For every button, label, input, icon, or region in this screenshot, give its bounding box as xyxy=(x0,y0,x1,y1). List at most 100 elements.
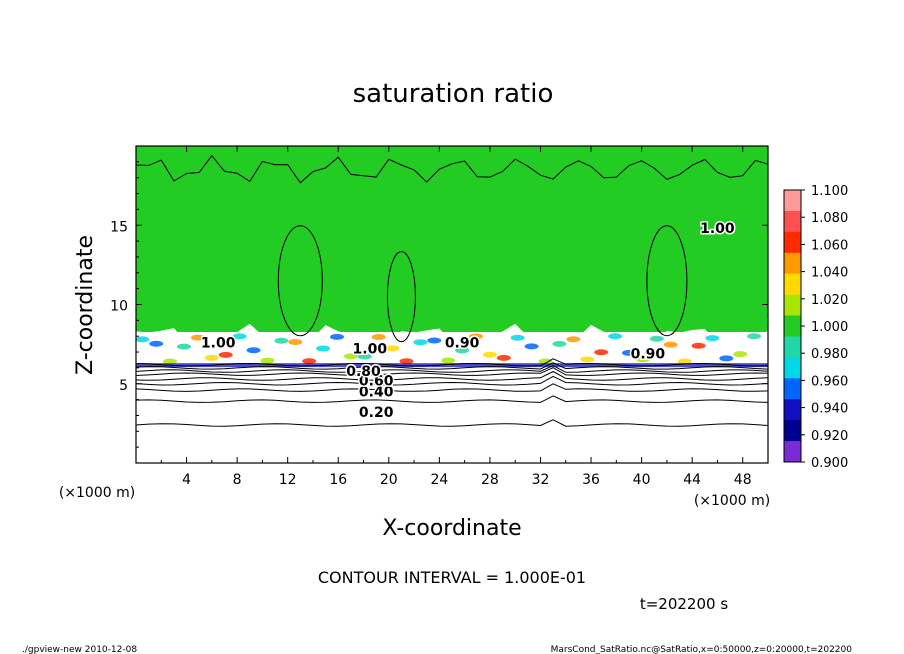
chart-title: saturation ratio xyxy=(353,79,554,109)
contour-line xyxy=(135,419,769,427)
x-tick-label: 20 xyxy=(380,472,398,488)
cloud-blob xyxy=(232,333,247,340)
x-tick-label: 8 xyxy=(233,472,242,488)
contour-line xyxy=(135,395,769,403)
x-tick-label: 36 xyxy=(582,472,600,488)
colorbar-swatch xyxy=(784,357,801,379)
contour-line xyxy=(135,367,769,376)
cloud-blob xyxy=(663,341,678,348)
cloud-blob xyxy=(677,358,692,365)
x-tick-label: 24 xyxy=(430,472,448,488)
cloud-blob xyxy=(469,333,483,340)
cloud-blob xyxy=(330,333,344,340)
contour-label: 0.90 xyxy=(631,346,666,362)
contour-label: 0.90 xyxy=(445,335,480,351)
colorbar-label: 0.980 xyxy=(811,347,848,362)
contour-label: 0.40 xyxy=(359,384,394,400)
contour-loop xyxy=(646,225,688,337)
x-tick-label: 40 xyxy=(633,472,651,488)
cloud-blob xyxy=(135,336,150,343)
colorbar-label: 1.100 xyxy=(811,184,848,199)
cloud-blob xyxy=(747,333,762,340)
cloud-blob xyxy=(163,358,178,365)
contour-label: 0.20 xyxy=(359,405,394,421)
cloud-blob xyxy=(218,351,233,358)
cloud-blob xyxy=(733,351,748,358)
y-axis: 5 10 15 xyxy=(110,161,768,448)
cloud-blob xyxy=(316,345,331,352)
cloud-blob xyxy=(357,353,372,360)
cloud-blob xyxy=(580,356,595,363)
colorbar: 1.100 1.080 1.060 1.040 1.020 1.000 0.980 0.960… xyxy=(783,184,848,471)
cloud-blob xyxy=(524,343,539,350)
saturated-region xyxy=(136,146,768,332)
y-tick-label: 5 xyxy=(119,378,128,394)
colorbar-swatch xyxy=(784,399,801,421)
time-stamp: t=202200 s xyxy=(640,595,728,613)
colorbar-label: 1.000 xyxy=(811,320,848,335)
cloud-blob xyxy=(177,343,191,350)
colorbar-swatch xyxy=(784,210,801,233)
x-axis-label: X-coordinate xyxy=(382,516,521,541)
x-axis: 4 8 12 16 20 24 28 32 36 40 44 48 xyxy=(160,146,752,488)
colorbar-label: 0.960 xyxy=(811,374,848,389)
cloud-blob xyxy=(204,354,219,361)
cloud-blob xyxy=(455,347,470,354)
x-tick-label: 28 xyxy=(481,472,499,488)
contour-label: 0.80 xyxy=(346,364,381,380)
cloud-blob xyxy=(427,337,442,344)
colorbar-label: 0.900 xyxy=(811,456,848,471)
colorbar-swatch xyxy=(784,441,801,463)
contour-lines xyxy=(135,154,769,427)
x-tick-label: 16 xyxy=(329,472,347,488)
colorbar-swatch xyxy=(784,336,801,358)
x-unit-right: (×1000 m) xyxy=(694,493,770,509)
cloud-blob xyxy=(441,357,456,364)
cloud-blob xyxy=(510,334,525,341)
contour-interval: CONTOUR INTERVAL = 1.000E-01 xyxy=(318,568,586,587)
contour-loop xyxy=(386,251,416,343)
contour-labels: 0.20 0.400.600.80 1.00 0.90 1.00 0.90 1.00 xyxy=(199,220,736,423)
cloud-blob xyxy=(635,356,650,363)
colorbar-swatch xyxy=(784,420,801,442)
colorbar-label: 1.060 xyxy=(811,238,848,253)
colorbar-label: 1.080 xyxy=(811,211,848,226)
x-tick-label: 4 xyxy=(182,472,191,488)
colorbar-label: 1.040 xyxy=(811,266,848,281)
contour-line xyxy=(135,383,769,392)
x-tick-label: 48 xyxy=(734,472,752,488)
contour-label: 0.60 xyxy=(359,373,394,389)
x-unit-left: (×1000 m) xyxy=(59,485,135,501)
footer-right: MarsCond_SatRatio.nc@SatRatio,x=0:50000,… xyxy=(551,645,853,654)
colorbar-label: 1.020 xyxy=(811,293,848,308)
cloud-blob xyxy=(260,357,275,364)
colorbar-label: 0.940 xyxy=(811,402,848,417)
y-tick-label: 15 xyxy=(110,219,128,235)
cloud-base-band xyxy=(136,363,768,368)
cloud-blob xyxy=(399,358,414,365)
colorbar-swatch xyxy=(784,190,801,212)
cloud-blob xyxy=(594,349,609,356)
colorbar-swatch xyxy=(784,231,801,254)
contour-label: 1.00 xyxy=(201,335,236,351)
colorbar-label: 0.920 xyxy=(811,429,848,444)
cloud-blob xyxy=(496,354,511,361)
cloud-blob xyxy=(302,358,317,365)
cloud-blob xyxy=(149,340,164,347)
colorbar-swatch xyxy=(784,294,801,317)
cloud-blob xyxy=(622,349,636,356)
cloud-blob xyxy=(482,351,497,358)
contour-label: 1.00 xyxy=(700,221,735,237)
colorbar-swatch xyxy=(784,378,801,400)
cloud-blob xyxy=(385,345,400,352)
colorbar-swatch xyxy=(784,315,801,337)
cloud-blob xyxy=(649,335,664,342)
contour-line xyxy=(135,154,769,184)
cloud-blob xyxy=(371,334,386,340)
cloud-blob xyxy=(705,335,720,342)
y-axis-label: Z-coordinate xyxy=(73,235,98,375)
cloud-blob xyxy=(538,358,553,365)
y-tick-label: 10 xyxy=(110,299,128,315)
cloud-blob xyxy=(274,337,289,344)
